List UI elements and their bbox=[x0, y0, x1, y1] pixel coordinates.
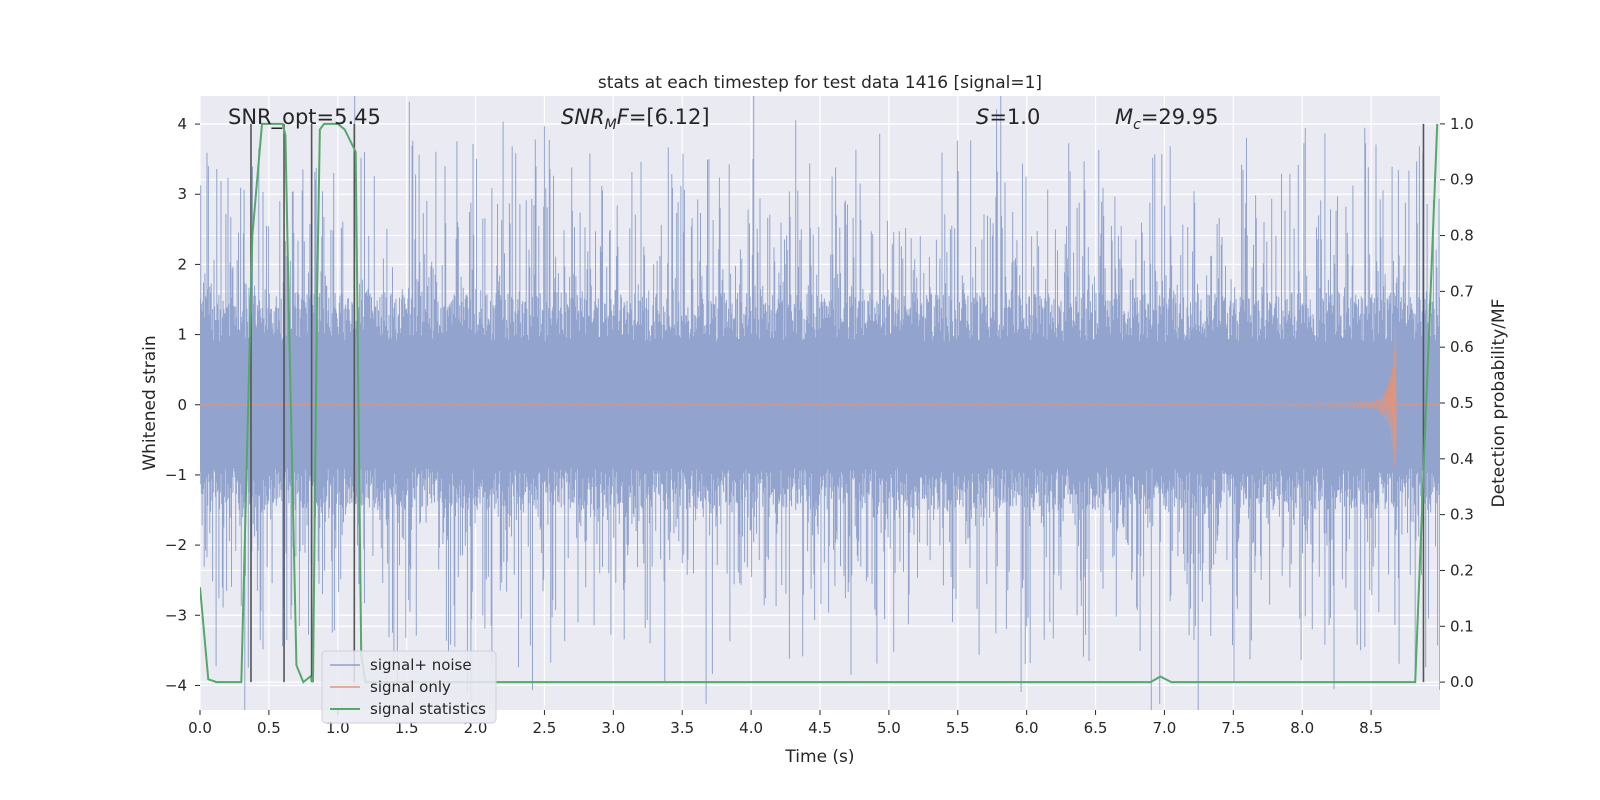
annotations: SNR_opt=5.45 SNRMF=[6.12] S=1.0 Mc=29.95 bbox=[228, 105, 1219, 133]
annotation-4: Mc=29.95 bbox=[1115, 105, 1219, 133]
y-right-tick-label: 1.0 bbox=[1450, 115, 1474, 133]
annotation-part: =29.95 bbox=[1141, 105, 1219, 129]
x-tick-label: 7.5 bbox=[1221, 719, 1245, 737]
y-right-tick-label: 0.7 bbox=[1450, 282, 1474, 300]
annotation-2: SNRMF=[6.12] bbox=[561, 105, 710, 133]
y-tick-label: 3 bbox=[177, 185, 187, 203]
annotation-part: F bbox=[617, 105, 630, 129]
y-right-tick-label: 0.0 bbox=[1450, 673, 1474, 691]
annotation-part: c bbox=[1133, 117, 1141, 133]
annotation-3: S=1.0 bbox=[976, 105, 1040, 129]
y-axis-label: Whitened strain bbox=[140, 335, 160, 470]
y-tick-label: −1 bbox=[165, 466, 187, 484]
legend-entry: signal statistics bbox=[370, 700, 486, 718]
y-right-tick-label: 0.3 bbox=[1450, 506, 1474, 524]
y-right-tick-label: 0.9 bbox=[1450, 171, 1474, 189]
y-right-tick-label: 0.5 bbox=[1450, 394, 1474, 412]
y-tick-label: −2 bbox=[165, 536, 187, 554]
x-axis-label: Time (s) bbox=[784, 747, 854, 767]
y-right-tick-label: 0.1 bbox=[1450, 617, 1474, 635]
y-right-tick-label: 0.4 bbox=[1450, 450, 1474, 468]
annotation-part: S bbox=[976, 105, 989, 129]
x-tick-label: 0.5 bbox=[257, 719, 281, 737]
annotation-1: SNR_opt=5.45 bbox=[228, 105, 381, 130]
legend-box bbox=[321, 650, 497, 724]
x-tick-label: 5.0 bbox=[877, 719, 901, 737]
x-tick-label: 3.0 bbox=[601, 719, 625, 737]
y-tick-label: 2 bbox=[177, 255, 187, 273]
x-tick-label: 2.5 bbox=[533, 719, 557, 737]
x-tick-label: 6.5 bbox=[1084, 719, 1108, 737]
x-tick-label: 8.0 bbox=[1290, 719, 1314, 737]
chart-title: stats at each timestep for test data 141… bbox=[598, 73, 1042, 93]
legend-entry: signal only bbox=[370, 678, 451, 696]
x-tick-label: 5.5 bbox=[946, 719, 970, 737]
y-axis-label-right: Detection probability/MF bbox=[1489, 299, 1509, 508]
y-right-tick-label: 0.8 bbox=[1450, 227, 1474, 245]
noise-series bbox=[200, 96, 1440, 710]
x-tick-label: 4.5 bbox=[808, 719, 832, 737]
x-tick-label: 7.0 bbox=[1153, 719, 1177, 737]
y-right-tick-label: 0.6 bbox=[1450, 338, 1474, 356]
vertical-lines bbox=[250, 123, 1425, 683]
annotation-part: =1.0 bbox=[989, 105, 1040, 129]
legend: signal+ noise signal only signal statistic… bbox=[321, 650, 497, 724]
y-right-tick-label: 0.2 bbox=[1450, 561, 1474, 579]
x-tick-label: 0.0 bbox=[188, 719, 212, 737]
y-tick-label: 0 bbox=[177, 396, 187, 414]
noise-trace bbox=[200, 96, 1440, 710]
annotation-part: M bbox=[605, 117, 617, 133]
x-tick-label: 6.0 bbox=[1015, 719, 1039, 737]
stats-line bbox=[200, 122, 1439, 684]
y-tick-label: −3 bbox=[165, 606, 187, 624]
annotation-part: =[6.12] bbox=[629, 105, 710, 129]
legend-entry: signal+ noise bbox=[370, 656, 472, 674]
x-tick-label: 4.0 bbox=[739, 719, 763, 737]
signal-trace bbox=[200, 322, 1440, 467]
y-tick-label: −4 bbox=[165, 676, 187, 694]
signal-series bbox=[200, 322, 1440, 467]
x-tick-label: 3.5 bbox=[670, 719, 694, 737]
stats-series bbox=[200, 122, 1439, 684]
x-tick-label: 8.5 bbox=[1359, 719, 1383, 737]
annotation-part: SNR bbox=[561, 105, 605, 129]
annotation-part: M bbox=[1115, 105, 1133, 129]
y-tick-label: 4 bbox=[177, 115, 187, 133]
y-tick-label: 1 bbox=[177, 326, 187, 344]
annotation-part: SNR_opt=5.45 bbox=[228, 105, 381, 130]
